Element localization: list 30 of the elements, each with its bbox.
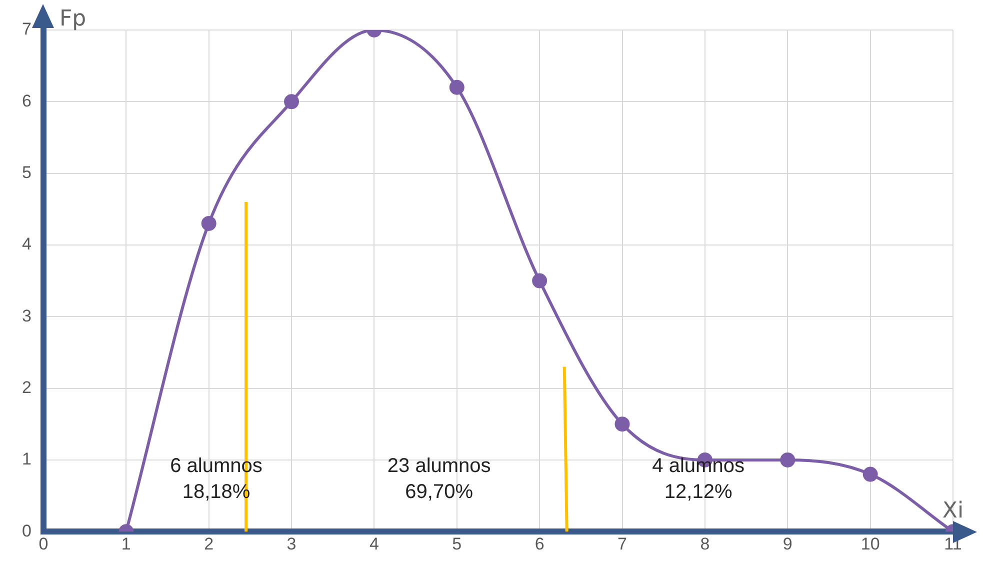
point xyxy=(449,80,464,95)
point xyxy=(532,273,548,288)
annotation: 4 alumnos 12,12% xyxy=(652,455,744,504)
annotation: 23 alumnos 69,70% xyxy=(387,455,491,504)
y-axis-title: Fp xyxy=(59,6,86,32)
y-tick-label: 7 xyxy=(22,20,32,39)
x-tick-label: 7 xyxy=(618,534,627,554)
x-tick-label: 5 xyxy=(452,534,462,554)
x-tick-label: 9 xyxy=(782,534,792,554)
x-tick-label: 10 xyxy=(860,534,880,554)
y-tick-label: 2 xyxy=(22,378,32,397)
point xyxy=(614,416,630,432)
x-tick-label: 2 xyxy=(204,534,214,554)
x-tick-label: 3 xyxy=(286,534,296,554)
x-tick-label: 4 xyxy=(369,534,379,554)
x-axis-title: Xi xyxy=(942,498,964,524)
y-tick-label: 0 xyxy=(22,521,32,540)
x-tick-label: 0 xyxy=(38,534,48,554)
point xyxy=(284,94,300,110)
y-tick-label: 3 xyxy=(22,306,32,326)
y-tick-label: 4 xyxy=(22,234,32,254)
point xyxy=(862,466,878,482)
point xyxy=(201,216,216,231)
y-tick-label: 6 xyxy=(22,91,32,110)
y-tick-label: 1 xyxy=(22,450,32,469)
x-tick-label: 1 xyxy=(121,534,131,554)
x-tick-label: 6 xyxy=(534,534,544,554)
y-tick-label: 5 xyxy=(22,163,32,182)
x-tick-label: 8 xyxy=(700,534,710,554)
point xyxy=(780,452,796,468)
